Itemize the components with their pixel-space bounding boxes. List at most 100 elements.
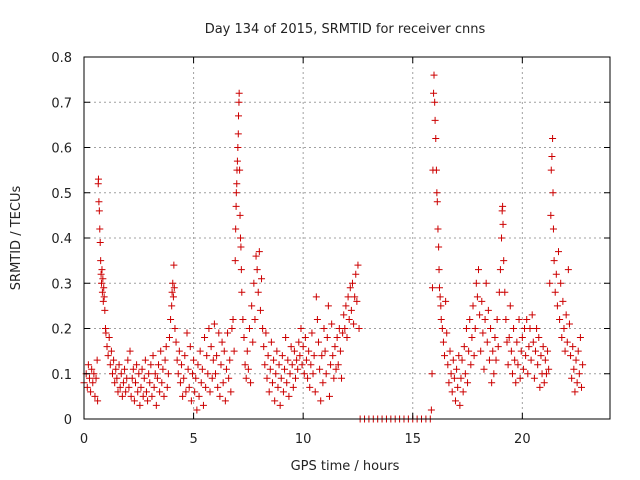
data-point bbox=[182, 388, 190, 396]
data-point bbox=[168, 288, 176, 296]
data-point bbox=[221, 397, 229, 405]
data-point bbox=[205, 325, 213, 332]
data-point bbox=[322, 370, 330, 378]
data-point bbox=[147, 361, 155, 369]
data-point bbox=[167, 315, 175, 323]
data-point bbox=[98, 266, 106, 274]
data-point bbox=[448, 388, 456, 396]
data-point bbox=[237, 243, 245, 251]
data-point bbox=[321, 347, 329, 355]
data-point bbox=[158, 379, 166, 387]
data-point bbox=[284, 356, 292, 364]
data-point bbox=[537, 352, 545, 360]
data-point bbox=[328, 320, 336, 328]
data-point bbox=[575, 370, 583, 378]
data-point bbox=[534, 361, 542, 369]
data-point bbox=[318, 352, 326, 360]
data-point bbox=[272, 370, 280, 378]
data-point bbox=[293, 356, 301, 364]
data-point bbox=[563, 338, 571, 346]
data-point bbox=[236, 166, 244, 174]
data-point bbox=[179, 392, 187, 400]
data-point bbox=[507, 347, 515, 355]
data-point bbox=[528, 311, 536, 319]
data-point bbox=[94, 397, 102, 405]
data-point bbox=[121, 365, 129, 373]
data-point bbox=[103, 343, 111, 351]
data-point bbox=[287, 343, 295, 351]
data-point bbox=[531, 347, 539, 355]
data-point bbox=[163, 383, 171, 391]
data-point bbox=[144, 397, 152, 405]
data-point bbox=[165, 334, 173, 342]
data-point bbox=[99, 297, 107, 305]
data-point bbox=[515, 315, 523, 323]
data-point bbox=[524, 370, 532, 378]
data-point bbox=[571, 388, 579, 396]
data-point bbox=[114, 388, 122, 396]
data-point bbox=[241, 361, 249, 369]
data-point bbox=[222, 365, 230, 373]
data-point bbox=[351, 293, 359, 301]
data-point bbox=[336, 347, 344, 355]
data-point bbox=[458, 356, 466, 364]
data-point bbox=[129, 365, 137, 373]
data-point bbox=[469, 302, 477, 310]
data-point bbox=[253, 266, 261, 274]
data-point bbox=[232, 202, 240, 210]
data-point bbox=[170, 261, 178, 269]
x-tick-label: 10 bbox=[295, 432, 312, 447]
data-point bbox=[342, 302, 350, 310]
data-point bbox=[116, 383, 124, 391]
data-point bbox=[562, 311, 570, 319]
data-point bbox=[443, 329, 451, 337]
data-point bbox=[479, 329, 487, 337]
data-point bbox=[113, 374, 121, 382]
data-point bbox=[195, 392, 203, 400]
data-point bbox=[442, 297, 450, 305]
data-point bbox=[140, 374, 148, 382]
data-point bbox=[489, 347, 497, 355]
data-point bbox=[256, 306, 264, 314]
data-point bbox=[306, 383, 314, 391]
data-point bbox=[192, 374, 200, 382]
data-point bbox=[124, 356, 132, 364]
data-point bbox=[112, 365, 120, 373]
data-point bbox=[231, 257, 239, 265]
data-point bbox=[540, 379, 548, 387]
data-point bbox=[276, 401, 284, 409]
data-point bbox=[488, 379, 496, 387]
data-point bbox=[87, 388, 95, 396]
data-point bbox=[169, 293, 177, 301]
data-point bbox=[315, 338, 323, 346]
y-tick-label: 0.6 bbox=[51, 142, 72, 157]
data-point bbox=[508, 370, 516, 378]
data-point bbox=[295, 338, 303, 346]
data-point bbox=[215, 329, 223, 337]
data-point bbox=[172, 338, 180, 346]
data-point bbox=[212, 370, 219, 378]
data-point bbox=[250, 279, 258, 287]
data-point bbox=[235, 112, 243, 120]
data-point bbox=[574, 347, 582, 355]
data-point bbox=[305, 347, 313, 355]
data-point bbox=[466, 315, 474, 323]
data-point bbox=[329, 352, 337, 360]
data-point bbox=[151, 370, 159, 378]
data-point bbox=[333, 334, 341, 342]
y-tick-label: 0.5 bbox=[51, 187, 72, 202]
data-point bbox=[90, 370, 98, 378]
data-point bbox=[523, 315, 531, 323]
data-point bbox=[561, 347, 569, 355]
data-point bbox=[319, 379, 327, 387]
data-point bbox=[445, 379, 453, 387]
data-point bbox=[298, 361, 306, 369]
data-point bbox=[259, 325, 267, 332]
data-point bbox=[546, 279, 554, 287]
data-point bbox=[457, 374, 465, 382]
data-point bbox=[264, 352, 272, 360]
data-point bbox=[572, 356, 580, 364]
data-point bbox=[125, 383, 133, 391]
data-point bbox=[449, 356, 457, 364]
